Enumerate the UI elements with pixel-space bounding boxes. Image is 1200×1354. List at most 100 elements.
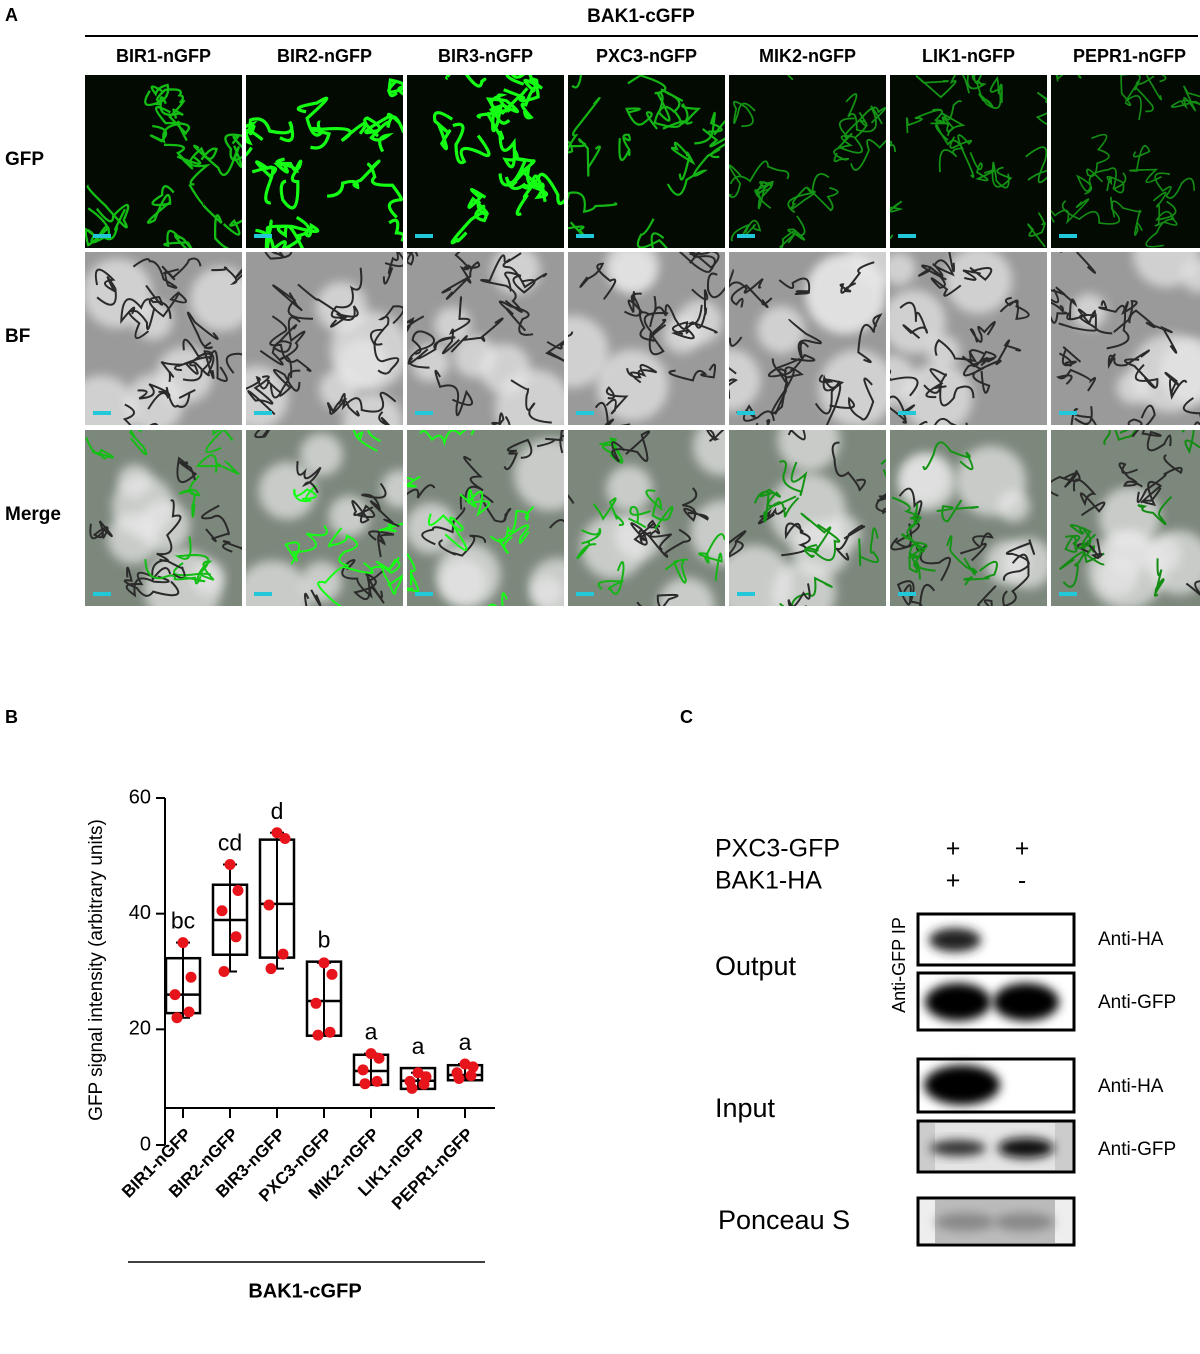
scale-bar [93, 411, 111, 415]
cell-outline [835, 524, 866, 561]
light-patch [1071, 293, 1107, 329]
cell-outline [890, 200, 904, 240]
light-patch [898, 453, 956, 511]
cell-outline [857, 313, 883, 364]
cell-outline [831, 441, 866, 492]
cell-outline [638, 528, 691, 558]
cell-outline [919, 583, 936, 606]
cell-outline [183, 560, 215, 583]
cell-outline [523, 75, 544, 93]
cell-outline [969, 320, 996, 343]
cell-outline [297, 283, 359, 321]
cell-outline [296, 96, 329, 137]
cell-outline [664, 558, 688, 584]
scale-bar [898, 592, 916, 596]
micrograph [568, 252, 725, 425]
scale-bar [576, 411, 594, 415]
cell-outline [201, 504, 230, 543]
significance-letter: a [365, 1019, 378, 1045]
cell-outline [370, 556, 401, 574]
cell-outline [491, 412, 511, 425]
cell-outline [264, 252, 293, 260]
y-tick-label: 60 [129, 786, 151, 808]
cell-outline [158, 386, 196, 408]
cell-outline [1098, 300, 1130, 350]
micrograph [890, 252, 1047, 425]
scale-bar [737, 411, 755, 415]
section-name: Ponceau S [718, 1205, 850, 1235]
cell-outline [1076, 167, 1117, 195]
cell-outline [366, 162, 403, 219]
micrograph [85, 430, 242, 606]
cell-outline [369, 328, 400, 375]
cell-outline [1124, 80, 1154, 121]
cell-outline [599, 437, 624, 464]
cell-outline [576, 527, 602, 560]
cell-outline [647, 519, 673, 551]
cell-outline [729, 378, 738, 399]
light-patch [246, 560, 311, 606]
cell-outline [328, 527, 358, 567]
light-patch [757, 305, 806, 354]
scale-bar [737, 592, 755, 596]
band [925, 983, 991, 1021]
cell-outline [850, 138, 886, 171]
cell-outline [368, 530, 395, 558]
scale-bar [576, 592, 594, 596]
cell-outline [224, 133, 242, 161]
y-tick-label: 20 [129, 1018, 151, 1040]
light-patch [890, 354, 917, 407]
data-point [318, 957, 330, 969]
cell-outline [132, 258, 178, 289]
cell-outline [438, 534, 487, 557]
cell-outline [768, 353, 816, 378]
cell-outline [89, 520, 113, 540]
scale-bar [254, 234, 272, 238]
cell-outline [626, 364, 658, 384]
cell-outline [1154, 172, 1195, 199]
cell-outline [442, 296, 471, 355]
cell-outline [729, 160, 790, 185]
cell-outline [940, 100, 966, 137]
cell-outline [178, 474, 201, 518]
significance-letter: d [271, 798, 284, 824]
cell-outline [636, 218, 668, 248]
box [164, 956, 202, 1015]
cell-outline [163, 143, 202, 170]
light-patch [777, 430, 840, 472]
cell-outline [999, 296, 1030, 321]
data-point [467, 1061, 479, 1073]
cell-outline [579, 262, 617, 300]
data-point [177, 937, 189, 949]
cell-outline [480, 493, 512, 523]
cell-outline [211, 266, 242, 286]
data-point [171, 1012, 183, 1024]
cell-outline [702, 119, 725, 148]
cell-outline [966, 75, 987, 90]
light-patch [411, 343, 450, 382]
light-patch [138, 499, 190, 552]
significance-letter: cd [218, 830, 242, 856]
cell-outline [186, 311, 219, 350]
cell-outline [407, 484, 436, 499]
cell-outline [1152, 191, 1178, 227]
light-patch [1087, 531, 1166, 606]
scale-bar [737, 234, 755, 238]
cell-outline [1027, 212, 1046, 248]
data-point [365, 1048, 377, 1060]
panel-a: BIR1-nGFP BIR2-nGFP BIR3-nGFP PXC3-nGFP MIK2… [5, 46, 1200, 606]
light-patch [729, 348, 761, 411]
column-label: LIK1-nGFP [922, 46, 1015, 66]
light-patch [407, 502, 457, 554]
cell-outline [86, 184, 130, 229]
cell-outline [145, 284, 187, 318]
cell-outline [251, 160, 277, 205]
cell-outline [568, 331, 574, 338]
cell-outline [779, 215, 806, 248]
cell-outline [1111, 200, 1143, 236]
cell-outline [788, 318, 822, 361]
antibody-label: Anti-HA [1098, 929, 1164, 950]
cell-outline [189, 146, 219, 186]
micrograph [85, 75, 242, 248]
cell-outline [989, 76, 1003, 103]
